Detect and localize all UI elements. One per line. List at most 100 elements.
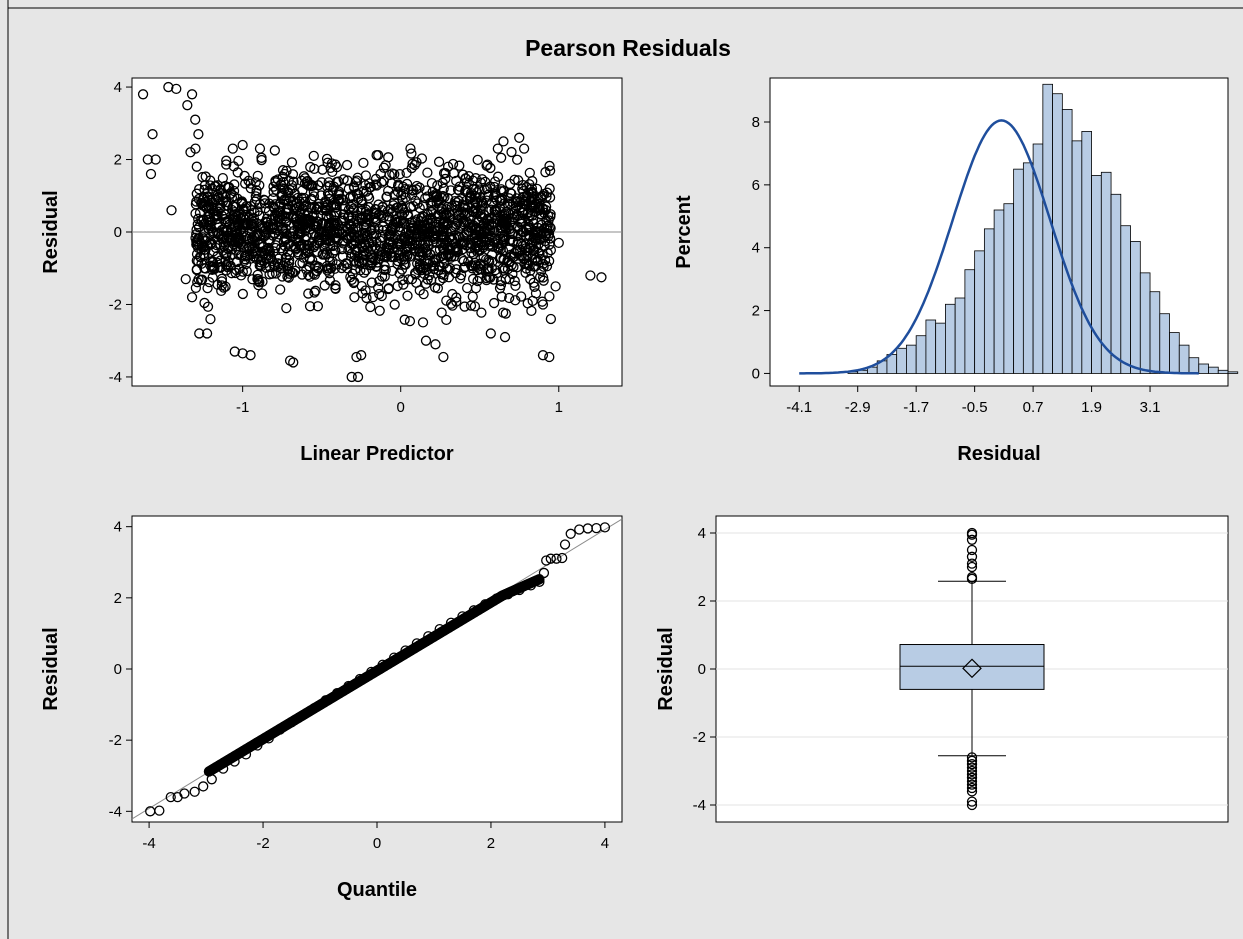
- scatter-point: [221, 196, 232, 208]
- scatter-point: [540, 201, 552, 212]
- histogram-bar: [1208, 366, 1219, 374]
- scatter-point: [310, 221, 321, 232]
- qq-point: [189, 786, 200, 797]
- scatter-point: [145, 168, 157, 180]
- scatter-point: [434, 221, 446, 232]
- scatter-point: [272, 225, 283, 236]
- scatter-point: [301, 230, 312, 242]
- scatter-point: [378, 162, 390, 173]
- scatter-point: [496, 291, 507, 302]
- scatter-point: [246, 215, 257, 226]
- scatter-point: [282, 271, 293, 282]
- scatter-point: [509, 174, 520, 185]
- scatter-point: [371, 150, 382, 161]
- scatter-point: [348, 218, 359, 229]
- scatter-point: [333, 221, 344, 232]
- scatter-point: [253, 279, 264, 291]
- scatter-point: [396, 233, 407, 245]
- x-axis-label: Residual: [957, 443, 1040, 465]
- histogram-bar: [1130, 241, 1141, 374]
- y-tick-label: 2: [752, 303, 760, 320]
- scatter-point: [386, 178, 397, 189]
- x-tick-label: 4: [601, 835, 609, 852]
- y-tick-label: -4: [109, 369, 122, 386]
- scatter-point: [309, 163, 320, 175]
- qq-point: [434, 623, 445, 635]
- scatter-point: [365, 182, 377, 193]
- qq-point: [557, 552, 568, 564]
- scatter-point: [282, 264, 294, 275]
- histogram-bar: [1178, 344, 1190, 374]
- x-tick-label: -4: [142, 835, 155, 852]
- scatter-point: [245, 178, 256, 189]
- scatter-point: [342, 263, 353, 274]
- x-tick-label: 0.7: [1023, 399, 1044, 416]
- scatter-point: [358, 267, 370, 278]
- histogram-bar: [896, 347, 907, 374]
- scatter-point: [310, 285, 321, 296]
- scatter-point: [394, 226, 406, 237]
- scatter-point: [444, 244, 455, 255]
- qq-point: [179, 788, 190, 799]
- scatter-point: [479, 235, 490, 246]
- scatter-point: [279, 168, 290, 180]
- x-tick-label: -2.9: [845, 399, 871, 416]
- scatter-point: [371, 261, 382, 273]
- scatter-point: [499, 331, 511, 343]
- y-tick-label: 4: [114, 519, 122, 536]
- y-tick-label: -4: [693, 797, 706, 814]
- scatter-point: [239, 170, 250, 182]
- outlier-point: [966, 561, 978, 573]
- scatter-point: [550, 281, 561, 292]
- scatter-point: [366, 277, 377, 288]
- scatter-point: [418, 200, 429, 211]
- scatter-point: [421, 264, 432, 275]
- scatter-point: [417, 317, 429, 328]
- scatter-point: [356, 280, 367, 292]
- scatter-point: [328, 220, 339, 231]
- scatter-point: [321, 248, 333, 260]
- scatter-point: [371, 180, 382, 191]
- qq-point: [229, 756, 240, 767]
- scatter-point: [362, 232, 373, 243]
- scatter-point: [360, 265, 372, 276]
- outlier-point: [966, 551, 978, 562]
- scatter-point: [534, 198, 545, 209]
- scatter-point: [489, 209, 501, 220]
- scatter-point: [522, 298, 533, 309]
- scatter-point: [330, 283, 341, 294]
- scatter-point: [285, 266, 296, 277]
- scatter-point: [351, 351, 362, 363]
- qq-point: [400, 645, 411, 656]
- scatter-point: [323, 263, 334, 274]
- scatter-point: [258, 241, 269, 252]
- scatter-point: [440, 168, 451, 179]
- scatter-point: [421, 185, 432, 196]
- scatter-point: [202, 301, 214, 312]
- scatter-points: [137, 81, 607, 383]
- scatter-point: [268, 181, 279, 192]
- scatter-point: [454, 160, 465, 171]
- scatter-point: [275, 179, 286, 190]
- scatter-point: [475, 208, 486, 220]
- scatter-point: [229, 346, 240, 357]
- scatter-point: [277, 171, 289, 183]
- scatter-point: [147, 129, 158, 140]
- scatter-point: [470, 222, 481, 234]
- scatter-point: [294, 196, 305, 207]
- outlier-point: [966, 782, 978, 794]
- scatter-point: [235, 209, 247, 221]
- scatter-point: [431, 192, 442, 203]
- scatter-point: [398, 279, 409, 290]
- outlier-point: [966, 765, 978, 777]
- scatter-panel: -4 -2 0 2 4 Residual -1 0 1 Linear Predictor: [40, 77, 623, 465]
- scatter-point: [534, 271, 546, 283]
- scatter-point: [532, 222, 544, 233]
- scatter-point: [195, 274, 207, 286]
- scatter-point: [324, 275, 336, 286]
- scatter-point: [374, 288, 385, 300]
- scatter-point: [319, 280, 330, 291]
- scatter-point: [438, 269, 449, 281]
- scatter-point: [317, 164, 328, 175]
- scatter-point: [303, 180, 314, 191]
